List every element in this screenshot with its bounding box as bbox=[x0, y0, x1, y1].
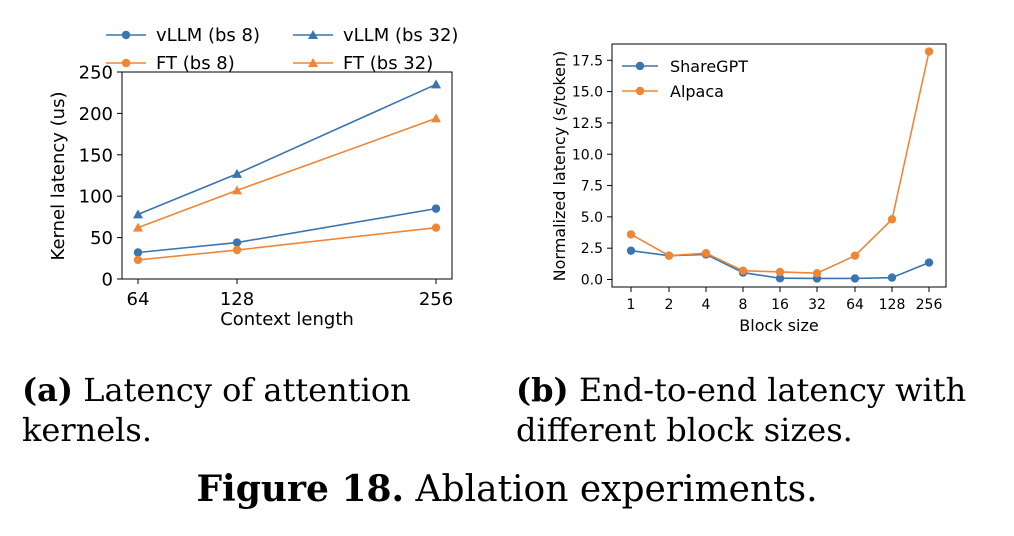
series-line-2 bbox=[137, 83, 437, 216]
x-tick-label: 32 bbox=[808, 297, 826, 313]
data-point-1-2 bbox=[431, 223, 441, 232]
y-axis-label: Normalized latency (s/token) bbox=[550, 51, 569, 282]
data-point-1-4 bbox=[775, 267, 785, 277]
caption-b: (b) End-to-end latency with different bl… bbox=[516, 370, 996, 450]
caption-a-label: (a) bbox=[22, 371, 74, 409]
y-tick-label: 7.5 bbox=[581, 179, 603, 195]
data-point-3-1 bbox=[232, 185, 242, 195]
data-point-1-0 bbox=[626, 230, 636, 239]
legend-marker bbox=[121, 58, 131, 68]
y-tick-label: 10.0 bbox=[572, 147, 603, 163]
y-tick-label: 0 bbox=[102, 269, 113, 290]
y-tick-label: 200 bbox=[79, 104, 113, 125]
data-point-1-3 bbox=[738, 266, 748, 275]
legend-marker bbox=[121, 30, 131, 40]
legend-marker bbox=[308, 30, 318, 39]
series-line-0 bbox=[137, 207, 437, 254]
y-tick-label: 250 bbox=[79, 62, 113, 83]
legend-label: ShareGPT bbox=[670, 57, 748, 76]
data-point-1-0 bbox=[133, 255, 143, 265]
chart-a: 0 50 100 150 200 250 64 128 256 Context length Ker… bbox=[48, 25, 458, 330]
data-point-1-8 bbox=[924, 47, 934, 56]
y-tick-label: 150 bbox=[79, 145, 113, 166]
x-tick-label: 256 bbox=[419, 289, 453, 310]
data-point-1-7 bbox=[887, 215, 897, 224]
caption-a-text: Latency of attention kernels. bbox=[22, 371, 411, 449]
data-point-0-6 bbox=[850, 274, 860, 283]
y-tick-label: 15.0 bbox=[572, 85, 603, 101]
x-tick-label: 64 bbox=[127, 289, 150, 310]
data-point-0-4 bbox=[775, 274, 785, 283]
legend-label: FT (bs 32) bbox=[343, 53, 433, 74]
x-tick-label: 4 bbox=[702, 297, 711, 313]
y-tick-label: 0.0 bbox=[581, 273, 603, 289]
data-point-2-2 bbox=[431, 79, 441, 89]
x-axis-label: Block size bbox=[739, 316, 818, 335]
caption-a: (a) Latency of attention kernels. bbox=[22, 370, 502, 450]
legend-label: vLLM (bs 32) bbox=[343, 25, 458, 46]
data-point-1-1 bbox=[232, 245, 242, 255]
figure-caption-label: Figure 18. bbox=[196, 468, 405, 510]
legend-marker bbox=[308, 58, 318, 67]
caption-b-label: (b) bbox=[516, 371, 569, 409]
y-tick-label: 50 bbox=[90, 228, 113, 249]
legend-marker bbox=[635, 61, 645, 71]
y-tick-label: 12.5 bbox=[572, 116, 603, 132]
x-tick-label: 2 bbox=[665, 297, 674, 313]
series-line-1 bbox=[137, 226, 437, 261]
x-tick-label: 1 bbox=[627, 297, 636, 313]
data-point-3-0 bbox=[133, 222, 143, 232]
data-point-1-2 bbox=[701, 248, 711, 258]
y-tick-label: 5.0 bbox=[581, 210, 603, 226]
x-tick-label: 256 bbox=[916, 297, 943, 313]
chart-b: 0.0 2.5 5.0 7.5 10.0 12.5 15.0 17.5 1 2 4 8 16 32 64 12… bbox=[550, 43, 947, 335]
figure-caption-text: Ablation experiments. bbox=[415, 469, 818, 510]
x-tick-label: 64 bbox=[846, 297, 864, 313]
data-point-0-1 bbox=[232, 238, 242, 247]
legend-label: FT (bs 8) bbox=[156, 53, 235, 74]
legend-label: Alpaca bbox=[670, 82, 724, 101]
data-point-0-0 bbox=[626, 246, 636, 255]
figure-caption: Figure 18. Ablation experiments. bbox=[0, 467, 1014, 512]
data-point-3-2 bbox=[431, 113, 441, 123]
legend-marker bbox=[635, 86, 645, 96]
y-axis-label: Kernel latency (us) bbox=[48, 92, 69, 261]
data-point-0-7 bbox=[887, 273, 897, 282]
plot-frame bbox=[611, 43, 947, 288]
series-line-3 bbox=[137, 117, 437, 229]
caption-b-text: End-to-end latency with different block … bbox=[516, 371, 967, 449]
data-point-2-1 bbox=[232, 168, 242, 178]
y-tick-label: 2.5 bbox=[581, 241, 603, 257]
data-point-1-1 bbox=[664, 251, 674, 260]
x-axis-label: Context length bbox=[220, 309, 354, 330]
x-tick-label: 128 bbox=[879, 297, 906, 313]
legend-label: vLLM (bs 8) bbox=[156, 25, 260, 46]
data-point-0-2 bbox=[431, 204, 441, 213]
data-point-0-0 bbox=[133, 248, 143, 257]
x-tick-label: 16 bbox=[771, 297, 789, 313]
plot-frame bbox=[121, 71, 453, 280]
y-tick-label: 100 bbox=[79, 187, 113, 208]
x-tick-label: 128 bbox=[220, 289, 254, 310]
data-point-0-8 bbox=[924, 258, 934, 267]
data-point-1-6 bbox=[850, 251, 860, 260]
y-tick-label: 17.5 bbox=[572, 53, 603, 69]
data-point-2-0 bbox=[133, 209, 143, 219]
x-tick-label: 8 bbox=[739, 297, 748, 313]
data-point-1-5 bbox=[812, 269, 822, 278]
